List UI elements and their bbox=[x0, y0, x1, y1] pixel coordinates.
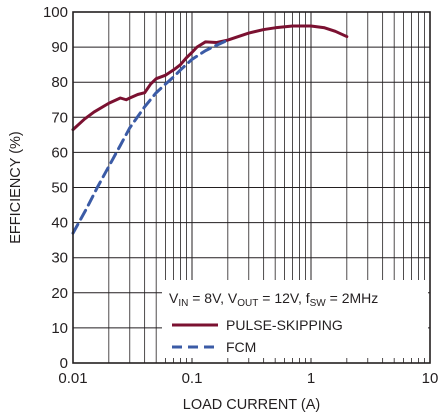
y-tick-label: 10 bbox=[51, 320, 68, 337]
y-tick-label: 50 bbox=[51, 180, 68, 197]
x-tick-label: 0.1 bbox=[182, 370, 203, 387]
tick-labels: 0 10 20 30 40 50 60 70 80 90 100 0.01 0.1 1 10 bbox=[43, 4, 438, 387]
legend-conditions-part: SW bbox=[310, 298, 327, 309]
y-tick-label: 80 bbox=[51, 74, 68, 91]
plot-frame bbox=[72, 11, 431, 364]
legend-conditions-part: IN bbox=[178, 298, 188, 309]
x-tick-label: 1 bbox=[307, 370, 315, 387]
y-tick-label: 0 bbox=[60, 355, 68, 372]
x-tick-label: 0.01 bbox=[58, 370, 87, 387]
x-tick-label: 10 bbox=[422, 370, 439, 387]
y-axis-title: EFFICIENCY (%) bbox=[8, 131, 24, 244]
y-tick-label: 20 bbox=[51, 285, 68, 302]
plot-border bbox=[72, 11, 431, 364]
legend-conditions-part: = 12V, f bbox=[258, 290, 309, 306]
legend-conditions-part: = 8V, V bbox=[188, 290, 238, 306]
y-tick-label: 90 bbox=[51, 39, 68, 56]
legend-conditions-part: OUT bbox=[237, 298, 258, 309]
legend-label-fcm: FCM bbox=[226, 339, 256, 355]
legend-background bbox=[162, 280, 428, 358]
x-axis-title: LOAD CURRENT (A) bbox=[183, 397, 321, 413]
legend-label-pulse-skipping: PULSE-SKIPPING bbox=[226, 317, 343, 333]
y-tick-label: 60 bbox=[51, 144, 68, 161]
legend-conditions: VIN = 8V, VOUT = 12V, fSW = 2MHz bbox=[169, 290, 378, 309]
series-line-fcm bbox=[71, 38, 230, 235]
legend-conditions-part: V bbox=[169, 290, 179, 306]
legend: VIN = 8V, VOUT = 12V, fSW = 2MHz PULSE-S… bbox=[162, 280, 428, 358]
legend-conditions-part: = 2MHz bbox=[326, 290, 379, 306]
curves bbox=[71, 24, 349, 235]
y-tick-label: 40 bbox=[51, 215, 68, 232]
y-tick-label: 30 bbox=[51, 250, 68, 267]
y-tick-label: 70 bbox=[51, 109, 68, 126]
y-tick-label: 100 bbox=[43, 4, 68, 21]
series-line-pulse-skipping bbox=[71, 24, 349, 132]
